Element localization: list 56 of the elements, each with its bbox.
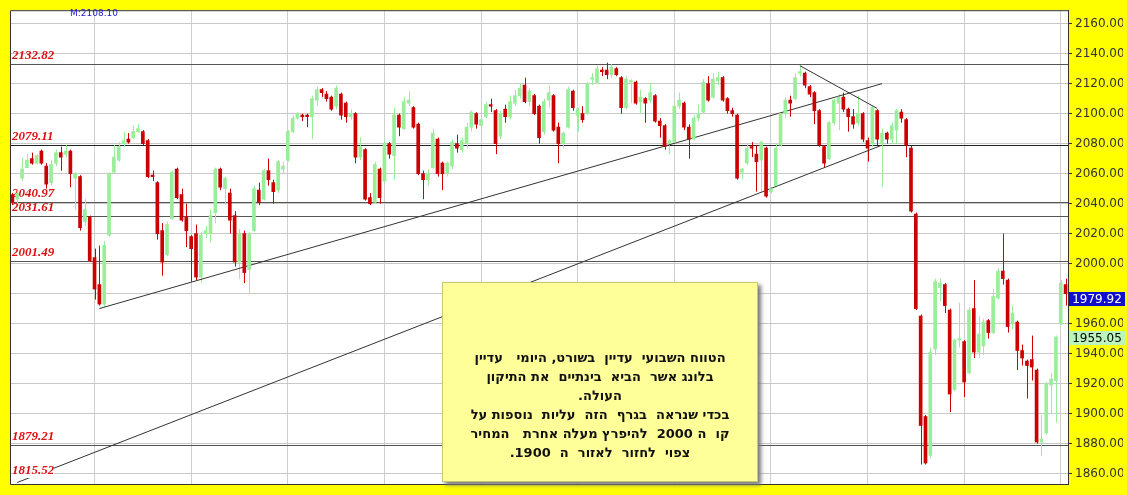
text: 1979.92 [1069, 292, 1125, 306]
y-tick-label: 1940.00 [1075, 345, 1125, 360]
candlestick [570, 89, 575, 112]
candlestick [986, 318, 991, 340]
candlestick [271, 179, 276, 205]
candlestick [358, 137, 363, 161]
candlestick [880, 128, 884, 188]
candlestick [1029, 335, 1034, 382]
candlestick [856, 95, 860, 127]
y-tick-label: 2100.00 [1075, 105, 1125, 120]
candlestick [788, 95, 793, 118]
ref-line-label: 2031.61 [11, 199, 55, 215]
y-tick-label: 2040.00 [1075, 195, 1125, 210]
candlestick [73, 171, 78, 211]
candlestick [20, 156, 24, 182]
annotation: M:2108.10 [70, 8, 119, 18]
candlestick [648, 83, 652, 104]
annotation: 1815.52 [12, 462, 55, 478]
y-tick-label: 1920.00 [1075, 375, 1125, 390]
candlestick [942, 282, 947, 314]
ref-line-label: 2040.97 [11, 185, 55, 201]
candlestick [218, 167, 222, 191]
candlestick [49, 159, 53, 187]
y-tick-label: 2060.00 [1075, 165, 1125, 180]
y-tick-label: 1900.00 [1075, 405, 1125, 420]
candlestick [957, 302, 962, 349]
candlestick [706, 75, 710, 103]
candlestick [793, 72, 797, 101]
candlestick [44, 162, 49, 190]
candlestick [334, 84, 338, 110]
candlestick [83, 198, 87, 227]
ref-line-label: 2132.82 [11, 47, 55, 63]
y-tick-label: 2120.00 [1075, 75, 1125, 90]
candlestick [759, 140, 764, 193]
y-tick-label: 1960.00 [1075, 315, 1125, 330]
y-tick-label: 2140.00 [1075, 45, 1125, 60]
ref-line-label: 2079.11 [11, 128, 54, 144]
candlestick [397, 113, 401, 137]
candlestick [643, 96, 648, 124]
y-tick-label: 1880.00 [1075, 435, 1125, 450]
candlestick [744, 143, 749, 166]
candlestick [256, 182, 261, 206]
y-tick-label: 1860.00 [1075, 465, 1125, 480]
candlestick [686, 123, 691, 160]
y-tick-label: 2160.00 [1075, 15, 1125, 30]
candlestick [1000, 233, 1005, 286]
candlestick [628, 78, 633, 104]
y-tick-label: 2000.00 [1075, 255, 1125, 270]
ref-line-label: 2001.49 [11, 244, 55, 260]
ref-line-label: 1879.21 [12, 428, 55, 444]
candlestick [846, 107, 851, 133]
text: 1955.05 [1069, 331, 1125, 345]
candlestick [223, 176, 227, 206]
y-tick-label: 2020.00 [1075, 225, 1125, 240]
candlestick [822, 144, 826, 169]
y-tick-label: 2080.00 [1075, 135, 1125, 150]
